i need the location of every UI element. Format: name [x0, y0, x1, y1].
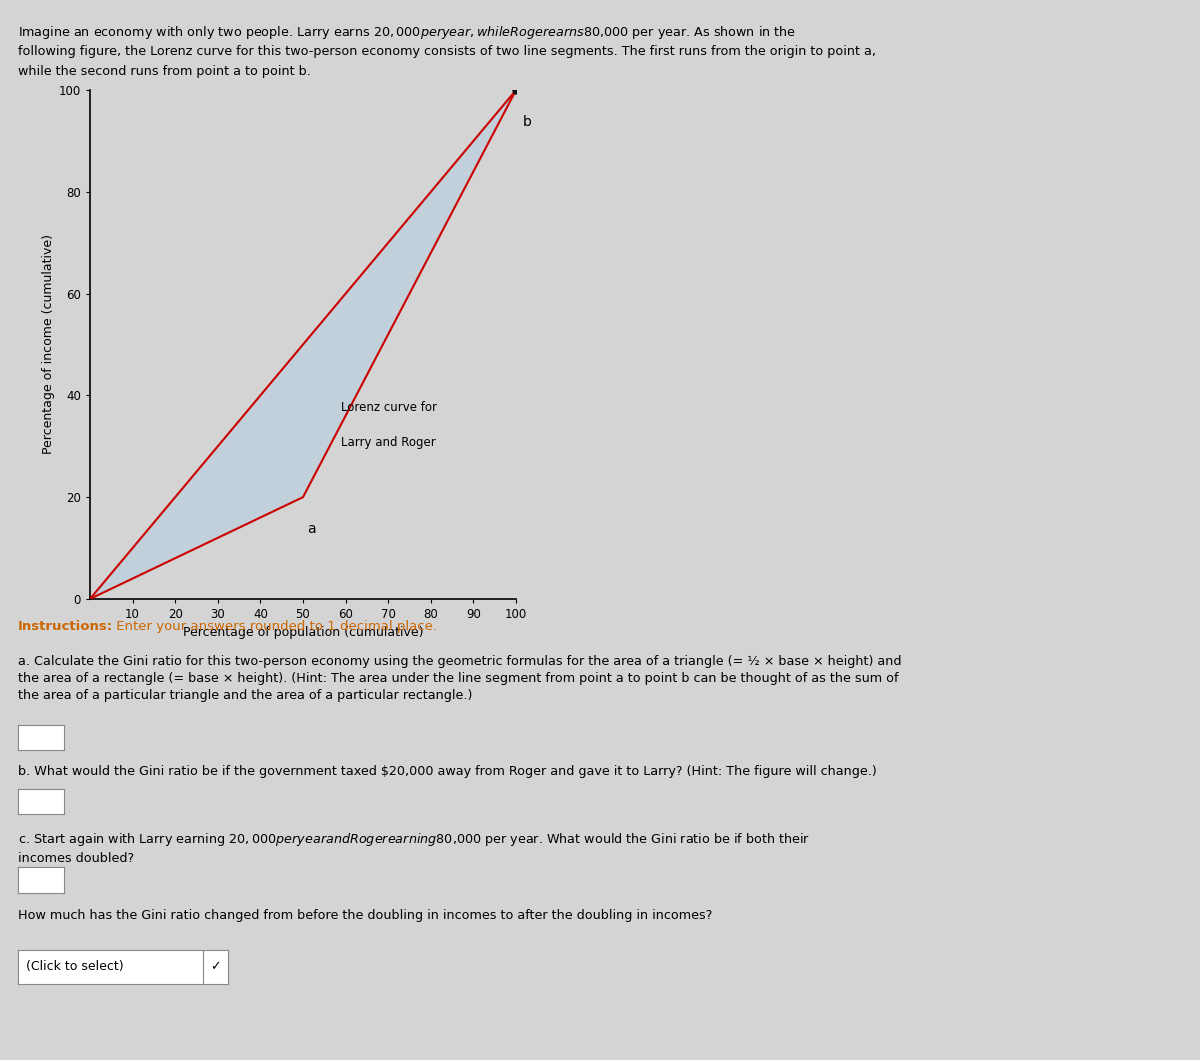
Text: following figure, the Lorenz curve for this two-person economy consists of two l: following figure, the Lorenz curve for t… [18, 45, 876, 57]
Text: b. What would the Gini ratio be if the government taxed $20,000 away from Roger : b. What would the Gini ratio be if the g… [18, 765, 877, 778]
Text: ✓: ✓ [210, 960, 221, 973]
Text: Lorenz curve for: Lorenz curve for [341, 401, 437, 413]
Text: a. Calculate the Gini ratio for this two-person economy using the geometric form: a. Calculate the Gini ratio for this two… [18, 655, 901, 702]
Text: How much has the Gini ratio changed from before the doubling in incomes to after: How much has the Gini ratio changed from… [18, 909, 713, 922]
Text: Enter your answers rounded to 1 decimal place.: Enter your answers rounded to 1 decimal … [112, 620, 437, 633]
X-axis label: Percentage of population (cumulative): Percentage of population (cumulative) [182, 626, 424, 639]
Text: Instructions:: Instructions: [18, 620, 113, 633]
Text: Imagine an economy with only two people. Larry earns $20,000 per year, while Rog: Imagine an economy with only two people.… [18, 24, 796, 41]
Text: Larry and Roger: Larry and Roger [341, 437, 436, 449]
Polygon shape [90, 90, 516, 599]
Text: while the second runs from point a to point b.: while the second runs from point a to po… [18, 65, 311, 77]
Text: c. Start again with Larry earning $20,000 per year and Roger earning $80,000 per: c. Start again with Larry earning $20,00… [18, 831, 810, 865]
Text: a: a [307, 522, 316, 535]
Y-axis label: Percentage of income (cumulative): Percentage of income (cumulative) [42, 234, 54, 455]
Text: b: b [522, 114, 532, 128]
Text: (Click to select): (Click to select) [26, 960, 124, 973]
